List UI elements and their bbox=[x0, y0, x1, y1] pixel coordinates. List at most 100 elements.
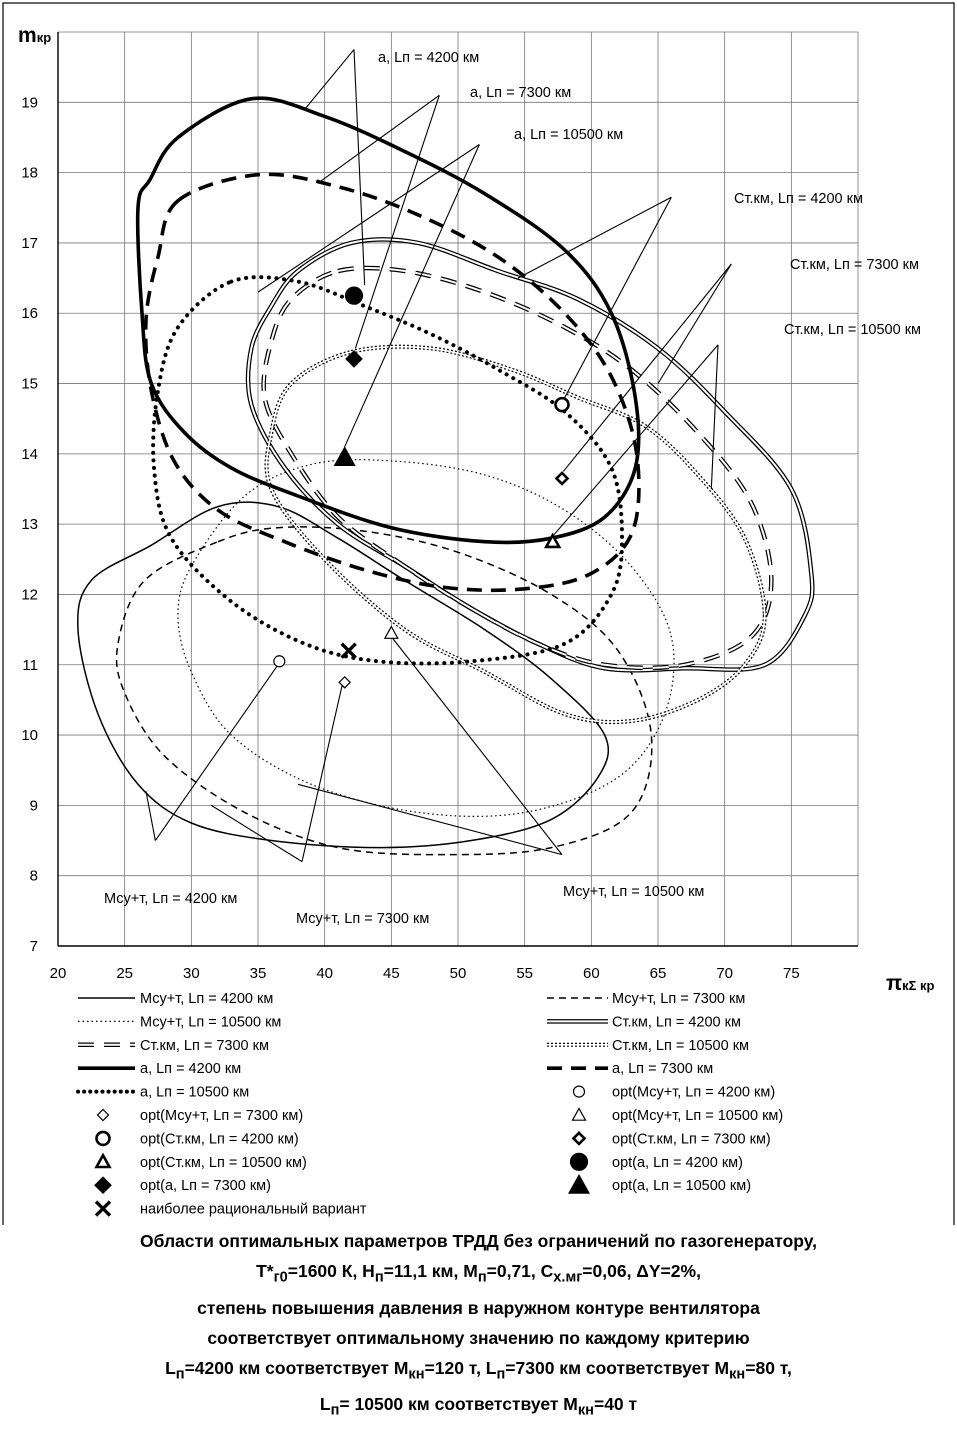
annotation-label-1: a, Lп = 7300 км bbox=[470, 85, 571, 101]
series-curve-3 bbox=[245, 237, 815, 673]
caption-line-2: T*г0=1600 К, Hп=11,1 км, Mп=0,71, Cх.мг=… bbox=[256, 1261, 701, 1286]
legend-label: opt(Ст.км, Lп = 4200 км) bbox=[140, 1131, 299, 1147]
y-tick-label: 18 bbox=[21, 165, 38, 182]
annotation-leader bbox=[517, 196, 672, 279]
legend-marker-sample bbox=[571, 1131, 587, 1146]
marker-shape bbox=[94, 1152, 112, 1169]
x-tick-label: 25 bbox=[116, 965, 133, 982]
legend-label: opt(a, Lп = 7300 км) bbox=[140, 1178, 271, 1194]
optimum-marker-0 bbox=[273, 655, 286, 668]
annotation-label-6: Мсу+т, Lп = 4200 км bbox=[104, 891, 237, 907]
optimum-marker-5 bbox=[543, 532, 562, 549]
series-curve-0 bbox=[77, 501, 610, 849]
annotation-leader bbox=[211, 804, 303, 863]
optimum-marker-4 bbox=[554, 471, 570, 486]
chart: 20 25 30 35 40 45 50 55 60 65 70 75 7 8 9 10 11 12 13 14 15 1… bbox=[2, 2, 955, 1225]
y-tick-label: 19 bbox=[21, 94, 38, 111]
legend-marker-sample bbox=[95, 1130, 111, 1147]
legend-marker-sample bbox=[567, 1173, 591, 1194]
legend-entry-11: opt(Мсу+т, Lп = 10500 км) bbox=[571, 1107, 783, 1124]
marker-shape bbox=[94, 1176, 112, 1195]
annotation-label-8: Мсу+т, Lп = 10500 км bbox=[563, 884, 704, 900]
marker-shape bbox=[569, 1152, 589, 1171]
x-tick-label: 30 bbox=[183, 965, 200, 982]
legend-label: a, Lп = 4200 км bbox=[140, 1061, 241, 1077]
annotation-leader bbox=[562, 263, 732, 472]
legend-label: Ст.км, Lп = 10500 км bbox=[612, 1038, 749, 1054]
legend-entry-14: opt(Ст.км, Lп = 10500 км) bbox=[94, 1152, 307, 1171]
y-tick-label: 11 bbox=[22, 657, 38, 674]
annotation-label-3: Ст.км, Lп = 4200 км bbox=[734, 191, 863, 207]
marker-shape bbox=[333, 446, 356, 466]
y-tick-label: 7 bbox=[30, 938, 38, 955]
series-line bbox=[247, 238, 814, 672]
x-tick-label: 70 bbox=[716, 965, 733, 982]
annotation-leader bbox=[390, 636, 563, 855]
series-line bbox=[151, 275, 625, 666]
legend-entry-12: opt(Ст.км, Lп = 4200 км) bbox=[95, 1130, 299, 1147]
series-line bbox=[261, 265, 774, 671]
legend-entry-3: Ст.км, Lп = 4200 км bbox=[547, 1014, 741, 1030]
legend-label: opt(Мсу+т, Lп = 7300 км) bbox=[140, 1108, 303, 1124]
legend-label: Мсу+т, Lп = 7300 км bbox=[612, 991, 745, 1007]
annotation-leader bbox=[353, 49, 366, 286]
legend-entry-10: opt(Мсу+т, Lп = 7300 км) bbox=[96, 1108, 303, 1124]
legend-label: opt(a, Lп = 10500 км) bbox=[612, 1178, 751, 1194]
marker-shape bbox=[572, 1085, 586, 1098]
marker-shape bbox=[94, 1200, 112, 1217]
series-line bbox=[177, 459, 675, 817]
optimum-marker-3 bbox=[554, 396, 570, 413]
legend-entry-18: наиболее рациональный вариант bbox=[94, 1200, 367, 1218]
legend-marker-sample bbox=[572, 1085, 586, 1098]
y-tick-label: 8 bbox=[30, 868, 38, 885]
annotations: a, Lп = 4200 км a, Lп = 7300 км a, Lп = 10… bbox=[104, 49, 921, 927]
x-tick-label: 50 bbox=[450, 965, 467, 982]
legend-entry-8: a, Lп = 10500 км bbox=[76, 1085, 249, 1101]
annotation-leader bbox=[145, 791, 156, 841]
legend-label: Мсу+т, Lп = 4200 км bbox=[140, 991, 273, 1007]
series-line bbox=[77, 501, 610, 849]
marker-shape bbox=[554, 471, 570, 486]
marker-shape bbox=[567, 1173, 591, 1194]
caption-line-6: Lп= 10500 км соответствует Mкн=40 т bbox=[319, 1394, 638, 1419]
annotation-leader bbox=[257, 144, 480, 293]
marker-shape bbox=[273, 655, 286, 668]
legend-label: opt(Ст.км, Lп = 10500 км) bbox=[140, 1155, 307, 1171]
legend-label: opt(Ст.км, Lп = 7300 км) bbox=[612, 1131, 771, 1147]
legend-marker-sample bbox=[571, 1107, 587, 1121]
x-tick-label: 65 bbox=[650, 965, 667, 982]
x-tick-label: 20 bbox=[50, 965, 67, 982]
x-axis-label: πкΣ кр bbox=[886, 972, 935, 995]
x-tick-label: 75 bbox=[783, 965, 800, 982]
y-tick-label: 13 bbox=[21, 516, 38, 533]
series-curve-2 bbox=[177, 459, 675, 817]
legend-entry-5: Ст.км, Lп = 10500 км bbox=[547, 1038, 749, 1054]
annotation-leader bbox=[317, 94, 440, 184]
y-tick-label: 10 bbox=[21, 727, 38, 744]
legend-entry-2: Мсу+т, Lп = 10500 км bbox=[78, 1014, 281, 1030]
annotation-leader bbox=[354, 95, 440, 349]
legend-entry-1: Мсу+т, Lп = 7300 км bbox=[547, 991, 745, 1007]
x-tick-label: 55 bbox=[516, 965, 533, 982]
optimum-marker-2 bbox=[383, 625, 399, 639]
y-tick-label: 9 bbox=[30, 797, 38, 814]
annotation-label-0: a, Lп = 4200 км bbox=[378, 50, 479, 66]
legend-entry-6: a, Lп = 4200 км bbox=[78, 1061, 241, 1077]
figure-border bbox=[2, 2, 955, 1225]
legend-entry-0: Мсу+т, Lп = 4200 км bbox=[78, 991, 273, 1007]
series-line bbox=[143, 172, 641, 593]
legend: Мсу+т, Lп = 4200 км Мсу+т, Lп = 7300 км Мс… bbox=[76, 991, 783, 1218]
x-tick-label: 45 bbox=[383, 965, 400, 982]
legend-label: opt(Мсу+т, Lп = 10500 км) bbox=[612, 1108, 783, 1124]
chart-caption: Области оптимальных параметров ТРДД без … bbox=[0, 1226, 957, 1426]
optimum-marker-8 bbox=[333, 446, 356, 466]
legend-label: Мсу+т, Lп = 10500 км bbox=[140, 1014, 281, 1030]
annotation-label-2: a, Lп = 10500 км bbox=[514, 127, 623, 143]
annotation-leader bbox=[344, 144, 480, 448]
y-tick-label: 17 bbox=[21, 235, 38, 252]
caption-line-5: Lп=4200 км соответствует Mкн=120 т, Lп=7… bbox=[165, 1357, 792, 1383]
annotation-label-7: Мсу+т, Lп = 7300 км bbox=[296, 911, 429, 927]
y-axis-label: mкр bbox=[18, 24, 51, 47]
legend-entry-16: opt(a, Lп = 7300 км) bbox=[94, 1176, 271, 1195]
optimum-markers bbox=[273, 286, 570, 689]
